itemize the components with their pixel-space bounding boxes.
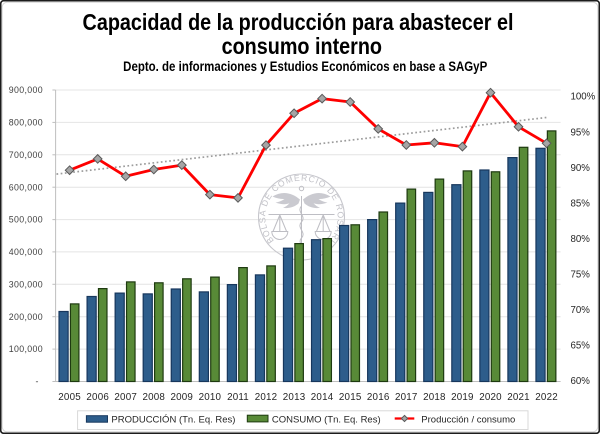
svg-text:90%: 90% [571, 163, 591, 174]
svg-text:85%: 85% [571, 198, 591, 209]
svg-text:2011: 2011 [227, 392, 249, 403]
svg-text:-: - [36, 377, 39, 387]
svg-text:Depto. de informaciones y Estu: Depto. de informaciones y Estudios Econó… [123, 59, 487, 74]
svg-text:Capacidad de la producción par: Capacidad de la producción para abastece… [83, 8, 514, 35]
svg-text:60%: 60% [571, 376, 591, 387]
svg-text:2015: 2015 [339, 392, 362, 403]
svg-text:consumo interno: consumo interno [222, 32, 382, 59]
svg-text:900,000: 900,000 [9, 85, 43, 95]
svg-text:2017: 2017 [395, 392, 418, 403]
svg-text:2007: 2007 [114, 392, 137, 403]
svg-text:2012: 2012 [255, 392, 278, 403]
svg-text:2014: 2014 [311, 392, 334, 403]
svg-text:2010: 2010 [199, 392, 222, 403]
svg-text:2008: 2008 [142, 392, 165, 403]
svg-text:2009: 2009 [170, 392, 193, 403]
svg-text:2022: 2022 [535, 392, 558, 403]
svg-text:600,000: 600,000 [9, 182, 43, 192]
svg-text:100%: 100% [571, 92, 596, 103]
svg-text:95%: 95% [571, 127, 591, 138]
svg-text:100,000: 100,000 [9, 344, 43, 354]
svg-text:200,000: 200,000 [9, 312, 43, 322]
svg-text:CONSUMO (Tn. Eq. Res): CONSUMO (Tn. Eq. Res) [272, 414, 381, 425]
svg-text:80%: 80% [571, 234, 591, 245]
svg-text:2018: 2018 [423, 392, 446, 403]
svg-text:2021: 2021 [507, 392, 530, 403]
svg-text:2020: 2020 [479, 392, 502, 403]
svg-text:800,000: 800,000 [9, 118, 43, 128]
svg-text:2006: 2006 [86, 392, 109, 403]
svg-text:75%: 75% [571, 270, 591, 281]
svg-text:700,000: 700,000 [9, 150, 43, 160]
svg-text:2013: 2013 [283, 392, 306, 403]
svg-text:2016: 2016 [367, 392, 390, 403]
svg-text:2019: 2019 [451, 392, 474, 403]
svg-text:500,000: 500,000 [9, 215, 43, 225]
svg-text:Producción / consumo: Producción / consumo [421, 414, 515, 425]
svg-text:2005: 2005 [58, 392, 81, 403]
svg-text:300,000: 300,000 [9, 279, 43, 289]
svg-text:65%: 65% [571, 341, 591, 352]
svg-text:70%: 70% [571, 305, 591, 316]
svg-text:PRODUCCIÓN (Tn. Eq. Res): PRODUCCIÓN (Tn. Eq. Res) [111, 414, 235, 425]
svg-text:400,000: 400,000 [9, 247, 43, 257]
